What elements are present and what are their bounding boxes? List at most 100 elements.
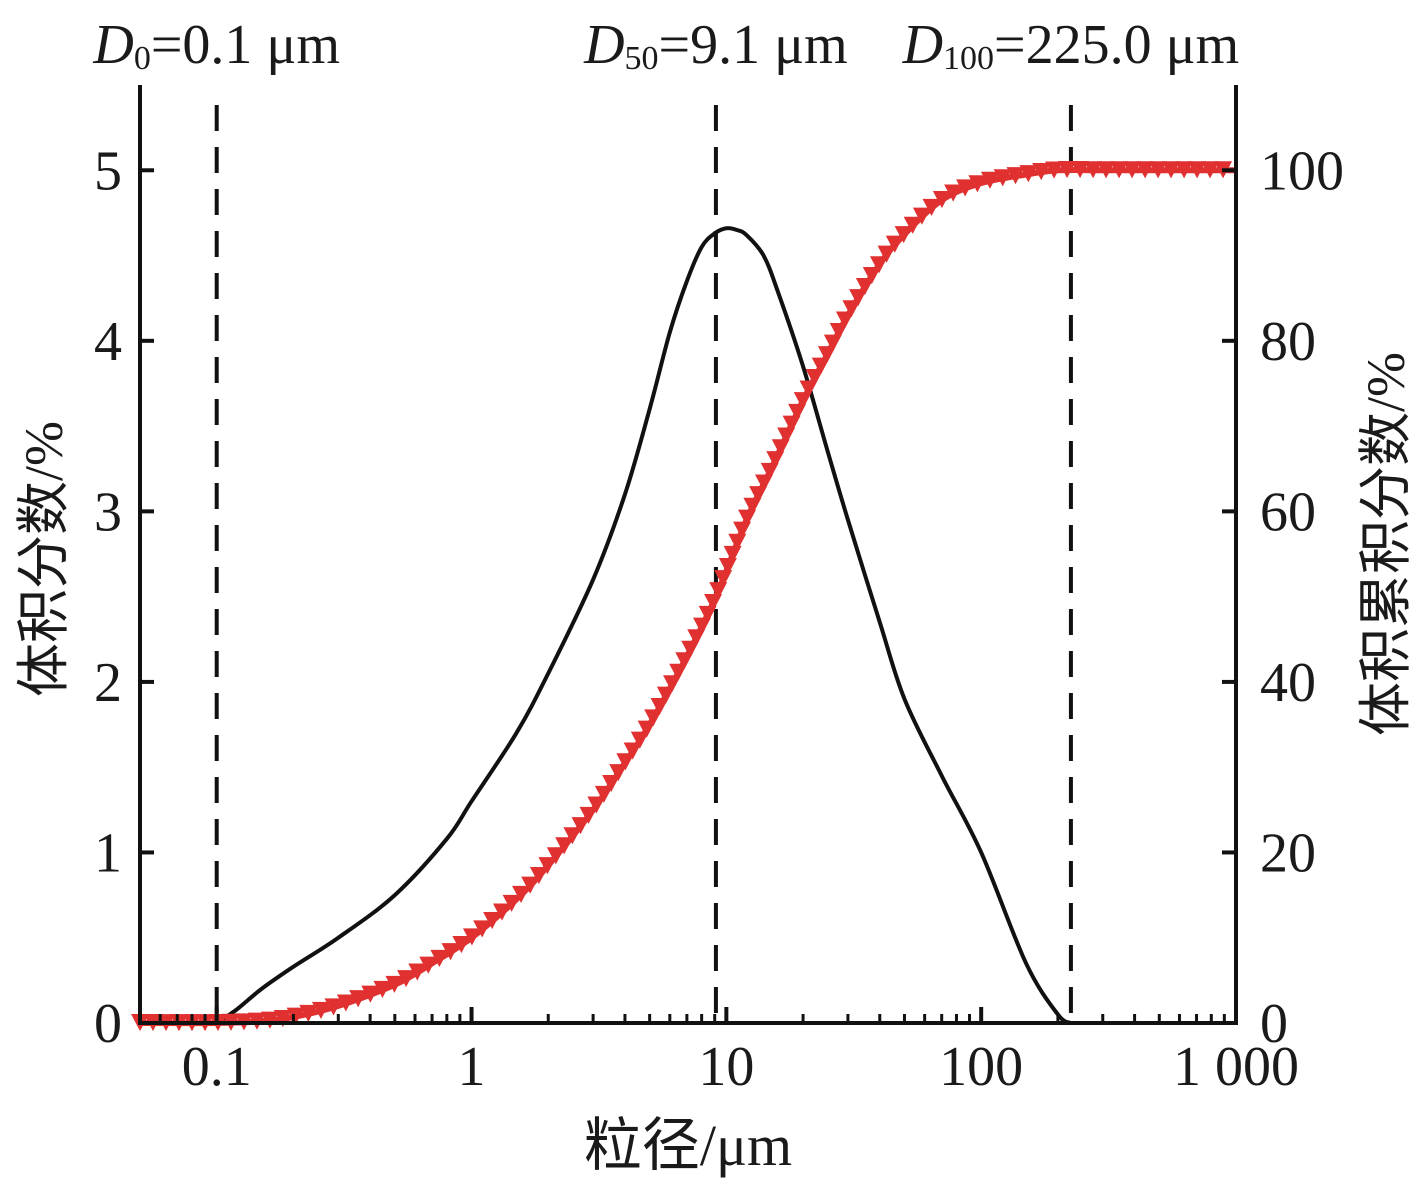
data-point xyxy=(555,837,574,855)
data-point xyxy=(922,198,941,216)
data-point xyxy=(483,912,502,930)
data-point xyxy=(260,1011,279,1029)
data-point xyxy=(1188,161,1207,179)
y-left-tick-label: 4 xyxy=(94,311,122,373)
data-point xyxy=(1097,161,1116,179)
data-point xyxy=(749,486,768,504)
data-point xyxy=(512,885,531,903)
data-point xyxy=(669,663,688,681)
data-point xyxy=(521,876,540,894)
data-point xyxy=(704,594,723,612)
data-point xyxy=(1006,167,1025,185)
data-point xyxy=(903,216,922,234)
y-right-tick-label: 100 xyxy=(1260,140,1344,202)
data-point xyxy=(782,415,801,433)
data-point xyxy=(538,857,557,875)
data-point xyxy=(823,334,842,352)
data-point xyxy=(273,1009,292,1028)
data-point xyxy=(1058,160,1077,179)
data-point xyxy=(1175,161,1194,179)
data-point xyxy=(760,462,779,480)
data-point xyxy=(637,720,656,738)
data-point xyxy=(944,184,963,202)
data-point xyxy=(1110,161,1129,179)
data-point xyxy=(681,640,700,658)
x-tick-label: 1 000 xyxy=(1173,1036,1299,1098)
data-point xyxy=(408,963,427,981)
data-point xyxy=(733,521,752,539)
data-point xyxy=(932,190,951,209)
y-right-tick-label: 40 xyxy=(1260,652,1316,714)
x-tick-label: 100 xyxy=(939,1036,1023,1098)
data-point xyxy=(616,753,635,771)
data-point xyxy=(546,847,565,865)
data-point xyxy=(663,675,682,693)
data-point xyxy=(1019,165,1038,183)
data-point xyxy=(430,949,449,967)
data-point xyxy=(311,1001,330,1020)
data-point xyxy=(650,698,669,716)
y-left-tick-label: 3 xyxy=(94,481,122,543)
y-left-axis-title: 体积分数/% xyxy=(14,421,74,697)
data-point xyxy=(1045,161,1064,179)
y-left-tick-label: 2 xyxy=(94,652,122,714)
data-point xyxy=(349,990,368,1008)
data-point xyxy=(1149,161,1168,179)
data-point xyxy=(855,278,874,296)
x-axis-title: 粒径/μm xyxy=(584,1113,792,1178)
y-right-axis-title: 体积累积分数/% xyxy=(1356,352,1416,736)
data-point xyxy=(644,709,663,727)
data-point xyxy=(602,775,621,793)
data-point xyxy=(594,785,613,803)
data-point xyxy=(630,731,649,749)
y-right-tick-label: 0 xyxy=(1260,993,1288,1055)
data-point xyxy=(805,369,824,387)
data-point xyxy=(1162,161,1181,179)
data-point xyxy=(687,629,706,647)
data-point xyxy=(777,427,796,445)
x-tick-label: 1 xyxy=(458,1036,486,1098)
data-point xyxy=(587,796,606,814)
data-point xyxy=(1084,161,1103,179)
data-point xyxy=(385,975,404,993)
data-point xyxy=(877,245,896,263)
marker-label: D0=0.1 μm xyxy=(92,14,340,77)
y-right-tick-label: 60 xyxy=(1260,481,1316,543)
data-point xyxy=(397,970,416,988)
data-point xyxy=(811,357,830,375)
data-point xyxy=(698,605,717,623)
data-point xyxy=(799,380,818,398)
y-right-tick-label: 80 xyxy=(1260,311,1316,373)
data-point xyxy=(754,474,773,492)
y-left-tick-label: 1 xyxy=(94,822,122,884)
data-point xyxy=(912,207,931,225)
data-point xyxy=(743,497,762,515)
data-point xyxy=(675,652,694,670)
y-right-tick-label: 20 xyxy=(1260,822,1316,884)
data-point xyxy=(299,1004,318,1023)
y-left-tick-label: 0 xyxy=(94,993,122,1055)
data-point xyxy=(441,943,460,961)
data-point xyxy=(373,980,392,999)
data-point xyxy=(1071,161,1090,179)
data-point xyxy=(793,392,812,410)
data-point xyxy=(842,300,861,318)
data-point xyxy=(502,894,521,912)
data-point xyxy=(980,171,999,189)
data-point xyxy=(492,903,511,921)
data-point xyxy=(766,451,785,469)
data-point xyxy=(1032,162,1051,181)
data-point xyxy=(336,994,355,1012)
data-point xyxy=(473,920,492,938)
data-point xyxy=(529,867,548,885)
data-point xyxy=(693,617,712,635)
data-point xyxy=(571,817,590,835)
data-point xyxy=(738,509,757,527)
x-tick-label: 10 xyxy=(698,1036,754,1098)
data-point xyxy=(849,289,868,307)
data-point xyxy=(579,806,598,824)
data-point xyxy=(993,169,1012,187)
data-point xyxy=(862,267,881,285)
data-point xyxy=(894,226,913,244)
